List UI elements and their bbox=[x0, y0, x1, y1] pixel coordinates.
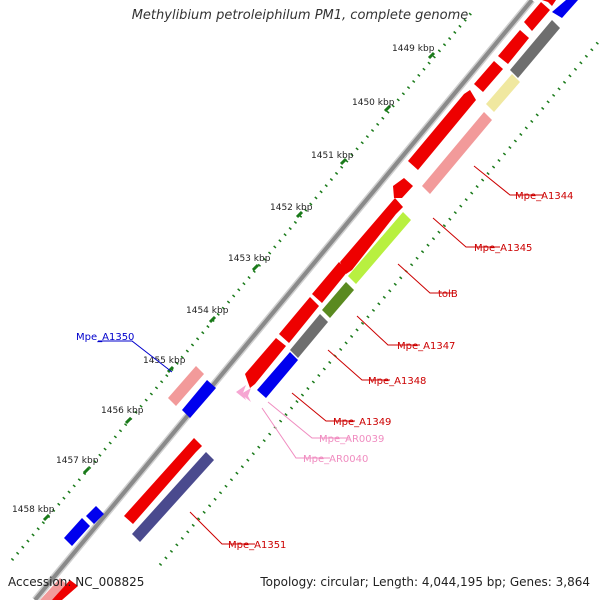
gene-label-mpe-a1348[interactable]: Mpe_A1348 bbox=[368, 376, 426, 387]
gene-label-mpe-a1345[interactable]: Mpe_A1345 bbox=[474, 243, 532, 254]
cog-salmon-mpe-a1344[interactable] bbox=[422, 112, 492, 194]
cog-grey-mpe-a1348[interactable] bbox=[290, 314, 328, 358]
tick-label-1451: 1451 kbp bbox=[311, 151, 354, 161]
cds-reverse-mpe-a1350[interactable] bbox=[182, 380, 216, 418]
gene-label-mpe-a1344[interactable]: Mpe_A1344 bbox=[515, 191, 573, 202]
cog-bottom-fragment bbox=[40, 578, 68, 600]
cds-reverse-small-a[interactable] bbox=[86, 506, 104, 524]
tick-label-1457: 1457 kbp bbox=[56, 456, 99, 466]
forward-cds-track bbox=[124, 0, 556, 524]
cds-forward-mpe-a1351[interactable] bbox=[124, 438, 202, 524]
tick-label-1458: 1458 kbp bbox=[12, 505, 55, 515]
cds-reverse-mpe-a1349[interactable] bbox=[257, 352, 298, 398]
cds-forward-mpe-a1345[interactable] bbox=[393, 178, 413, 198]
cds-forward-mpe-a1347[interactable] bbox=[312, 262, 348, 303]
cog-grey-top[interactable] bbox=[510, 20, 560, 78]
gene-label-mpe-a1350[interactable]: Mpe_A1350 bbox=[76, 332, 134, 343]
tick-label-1454: 1454 kbp bbox=[186, 306, 229, 316]
leader-lines bbox=[98, 165, 544, 545]
cog-yellow[interactable] bbox=[486, 74, 520, 112]
inner-gc-ticks bbox=[158, 39, 600, 566]
leader-mpe-a1347 bbox=[356, 315, 420, 346]
ruler-ticks bbox=[42, 51, 436, 522]
topology-text: Topology: circular; Length: 4,044,195 bp… bbox=[260, 575, 590, 589]
cds-forward-top-4[interactable] bbox=[474, 61, 503, 92]
tick-1449 bbox=[427, 51, 436, 60]
tick-label-1449: 1449 kbp bbox=[392, 44, 435, 54]
cds-forward-mpe-a1348[interactable] bbox=[279, 297, 319, 343]
leader-mpe-a1344 bbox=[473, 165, 544, 196]
tick-1452 bbox=[295, 210, 304, 219]
backbone bbox=[32, 0, 535, 600]
cog-lime-tolB[interactable] bbox=[348, 212, 411, 284]
cog-track bbox=[40, 20, 560, 600]
accession-text: Accession: NC_008825 bbox=[8, 575, 145, 589]
reverse-cds-track bbox=[64, 0, 578, 546]
cds-reverse-top[interactable] bbox=[552, 0, 578, 18]
rna-mpe-ar0040[interactable] bbox=[241, 388, 251, 402]
cds-forward-mpe-a1349[interactable] bbox=[245, 338, 286, 388]
tick-1450 bbox=[383, 104, 392, 113]
leader-mpe-a1349 bbox=[291, 392, 355, 422]
gene-label-mpe-a1351[interactable]: Mpe_A1351 bbox=[228, 540, 286, 551]
leader-mpe-ar0040 bbox=[261, 407, 330, 459]
tick-1451 bbox=[339, 157, 348, 166]
tick-label-1455: 1455 kbp bbox=[143, 356, 186, 366]
tick-label-1450: 1450 kbp bbox=[352, 98, 395, 108]
tick-label-1452: 1452 kbp bbox=[270, 203, 313, 213]
tick-1456 bbox=[124, 416, 133, 425]
rna-features bbox=[236, 385, 251, 402]
ruler-labels: 1449 kbp 1450 kbp 1451 kbp 1452 kbp 1453… bbox=[12, 44, 435, 515]
cog-salmon-mpe-a1350[interactable] bbox=[168, 366, 204, 406]
gene-label-tolB[interactable]: tolB bbox=[438, 289, 458, 300]
leader-mpe-a1351 bbox=[189, 511, 255, 545]
leader-tolB bbox=[397, 263, 455, 294]
cog-olive-mpe-a1347[interactable] bbox=[322, 282, 354, 318]
tick-label-1453: 1453 kbp bbox=[228, 254, 271, 264]
gene-label-mpe-a1347[interactable]: Mpe_A1347 bbox=[397, 341, 455, 352]
cog-slate-mpe-a1351[interactable] bbox=[132, 452, 214, 542]
cds-forward-tolB[interactable] bbox=[340, 198, 403, 274]
map-title: Methylibium petroleiphilum PM1, complete… bbox=[131, 8, 469, 23]
cds-forward-top-3[interactable] bbox=[498, 30, 529, 64]
rna-mpe-ar0039[interactable] bbox=[236, 385, 246, 400]
cds-forward-top-2[interactable] bbox=[524, 2, 550, 31]
cds-bottom-fragment bbox=[52, 580, 78, 600]
gene-labels: Mpe_A1344 Mpe_A1345 tolB Mpe_A1347 Mpe_A… bbox=[76, 191, 573, 551]
cds-forward-top-5[interactable] bbox=[408, 90, 476, 170]
tick-label-1456: 1456 kbp bbox=[101, 406, 144, 416]
tick-1455 bbox=[166, 365, 175, 374]
leader-mpe-ar0039 bbox=[267, 401, 350, 439]
gene-label-mpe-a1349[interactable]: Mpe_A1349 bbox=[333, 417, 391, 428]
tick-1453 bbox=[251, 263, 260, 272]
leader-mpe-a1348 bbox=[327, 349, 390, 381]
leader-mpe-a1345 bbox=[432, 217, 500, 248]
cds-forward-top-1[interactable] bbox=[542, 0, 556, 6]
tick-1457 bbox=[82, 466, 91, 475]
gene-label-mpe-ar0039[interactable]: Mpe_AR0039 bbox=[319, 434, 384, 445]
tick-1454 bbox=[208, 315, 217, 324]
gene-label-mpe-ar0040[interactable]: Mpe_AR0040 bbox=[303, 454, 368, 465]
leader-mpe-a1350 bbox=[98, 340, 173, 373]
tick-1458 bbox=[42, 513, 51, 522]
outer-gc-ticks bbox=[10, 11, 474, 561]
cds-reverse-small-b[interactable] bbox=[64, 518, 90, 546]
